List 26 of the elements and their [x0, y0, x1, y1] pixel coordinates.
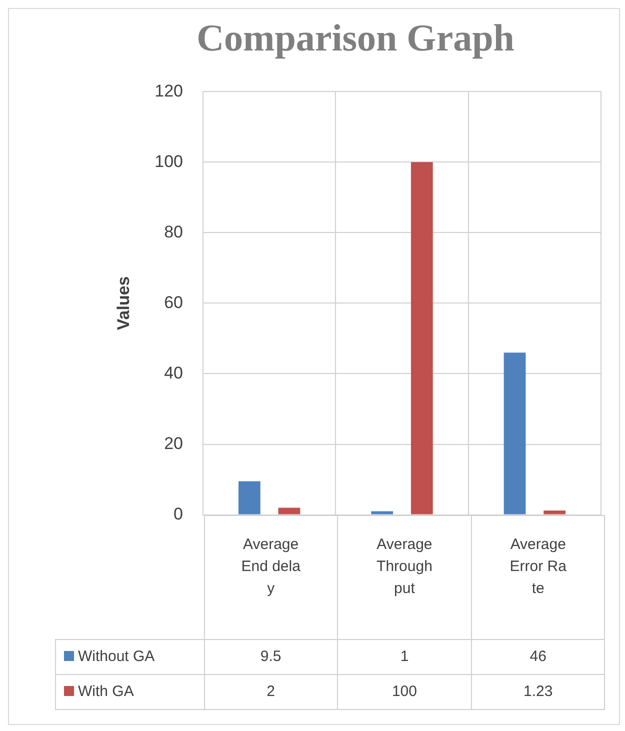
x-tick-label: Average Error Rate	[508, 534, 568, 599]
y-axis-title: Values	[114, 276, 133, 330]
bar	[544, 510, 566, 514]
data-label: 1.23	[471, 674, 605, 710]
chart-title: Comparison Graph	[196, 18, 514, 60]
y-tick-label: 0	[174, 504, 183, 524]
y-tick-label: 120	[154, 81, 183, 100]
x-tick-label: Average End delay	[240, 534, 301, 599]
y-tick-label: 60	[164, 292, 183, 312]
data-label: 9.5	[204, 639, 338, 674]
bar	[410, 162, 433, 514]
legend-label: With GA	[56, 674, 204, 710]
bar	[238, 481, 260, 514]
data-label: 2	[204, 674, 338, 710]
bar	[371, 511, 394, 514]
bar	[278, 508, 300, 514]
bar	[504, 352, 526, 514]
y-tick-label: 20	[164, 434, 183, 453]
y-tick-label: 100	[154, 152, 183, 171]
y-tick-label: 40	[164, 363, 183, 382]
data-label: 1	[338, 639, 472, 674]
data-label: 46	[471, 639, 605, 674]
legend-label: Without GA	[56, 639, 204, 674]
y-tick-label: 80	[164, 222, 183, 242]
x-tick-label: Average Throughput	[376, 534, 434, 599]
data-label: 100	[338, 674, 472, 710]
